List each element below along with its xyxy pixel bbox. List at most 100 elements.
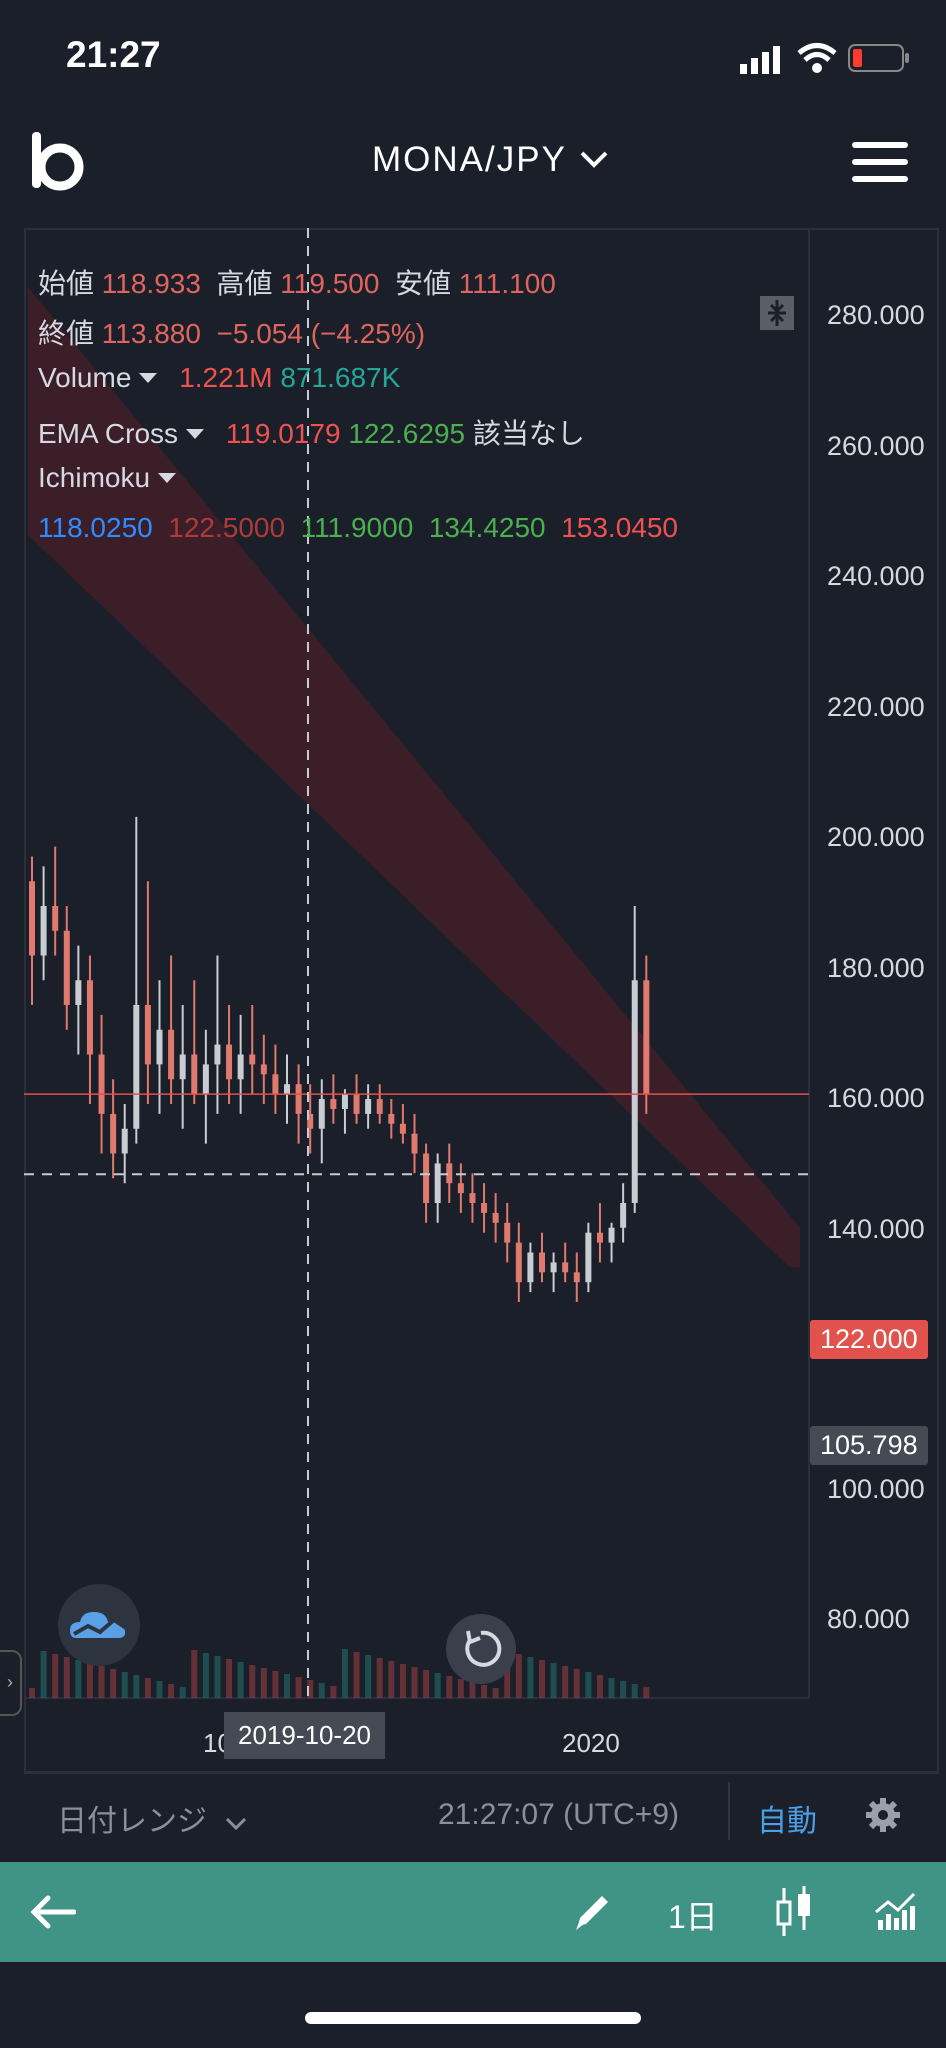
volume-bar xyxy=(388,1661,395,1698)
candle-body xyxy=(156,1029,163,1065)
candle-body xyxy=(457,1183,464,1194)
volume-bar xyxy=(52,1654,59,1698)
volume-bar xyxy=(295,1677,302,1698)
volume-bar xyxy=(353,1652,360,1698)
volume-bar xyxy=(446,1676,453,1698)
cloud-chart-icon[interactable] xyxy=(58,1584,140,1666)
volume-bar xyxy=(237,1662,244,1698)
candle-body xyxy=(86,980,93,1055)
ema-short-value: 119.0179 xyxy=(225,418,341,449)
candle-body xyxy=(550,1262,557,1273)
volume-bar xyxy=(63,1657,70,1698)
candle-body xyxy=(469,1193,476,1203)
volume-bar xyxy=(527,1657,534,1698)
volume-bar xyxy=(469,1682,476,1698)
volume-bar xyxy=(98,1666,105,1698)
candle-body xyxy=(562,1262,569,1273)
volume-bar xyxy=(515,1654,522,1698)
candlestick-icon[interactable] xyxy=(774,1884,814,1945)
candle-body xyxy=(481,1203,488,1213)
indicators-icon[interactable] xyxy=(874,1888,916,1937)
reset-icon[interactable] xyxy=(446,1614,516,1684)
pair-selector[interactable]: MONA/JPY xyxy=(372,140,609,180)
candle-body xyxy=(191,1054,198,1095)
legend-row-volume[interactable]: Volume 1.221M 871.687K xyxy=(38,362,400,394)
arrow-left-icon[interactable] xyxy=(28,1894,77,1935)
legend-row-ichimoku[interactable]: Ichimoku xyxy=(38,462,190,494)
candle-body xyxy=(539,1252,545,1273)
volume-bar xyxy=(585,1672,592,1698)
candle-body xyxy=(504,1222,511,1243)
x-tick: 2020 xyxy=(562,1728,620,1758)
auto-scale-button[interactable]: 自動 xyxy=(757,1805,817,1838)
volume-bar xyxy=(272,1671,279,1698)
current-price-label: 122.000 xyxy=(810,1320,928,1359)
volume-bar xyxy=(86,1663,93,1698)
candle-body xyxy=(492,1212,499,1223)
candle-body xyxy=(40,906,47,956)
ichimoku-span-a-value: 134.4250 xyxy=(428,512,546,543)
legend-row-close: 終値 113.880 −5.054 (−4.25%) xyxy=(38,312,425,352)
volume-bar xyxy=(423,1670,430,1698)
collapse-arrows-icon[interactable] xyxy=(760,296,794,330)
y-tick: 140.000 xyxy=(827,1214,925,1244)
candle-body xyxy=(527,1252,534,1283)
price-chart[interactable] xyxy=(24,228,939,1773)
ichimoku-base-value: 122.5000 xyxy=(168,512,286,543)
candle-body xyxy=(29,881,35,956)
wifi-icon xyxy=(797,42,837,79)
battery-icon xyxy=(848,44,910,77)
candle-body xyxy=(52,906,59,931)
date-range-selector[interactable]: 日付レンジ xyxy=(57,1796,247,1840)
candle-body xyxy=(596,1232,603,1243)
candle-body xyxy=(631,980,638,1203)
date-range-label: 日付レンジ xyxy=(57,1805,207,1838)
volume-bar xyxy=(260,1668,267,1698)
chart-frame xyxy=(24,228,939,1773)
volume-bar xyxy=(307,1680,314,1698)
ema-cross-value: 該当なし xyxy=(472,418,585,449)
divider xyxy=(728,1782,730,1840)
hamburger-menu-icon[interactable] xyxy=(852,142,908,186)
volume-bar xyxy=(376,1658,383,1698)
interval-button[interactable]: 1日 xyxy=(668,1899,718,1935)
y-tick: 240.000 xyxy=(827,561,925,591)
candle-body xyxy=(179,1054,186,1080)
legend-row-ichimoku-values: 118.0250 122.5000 111.9000 134.4250 153.… xyxy=(38,512,678,544)
y-tick: 260.000 xyxy=(827,431,925,461)
pair-label: MONA/JPY xyxy=(372,140,567,179)
bottom-toolbar: 1日 xyxy=(0,1862,946,1962)
candle-body xyxy=(295,1084,302,1114)
legend-row-ohlc: 始値 118.933 高値 119.500 安値 111.100 xyxy=(38,262,556,302)
y-tick: 200.000 xyxy=(827,822,925,852)
caret-down-icon xyxy=(186,428,205,439)
candle-body xyxy=(98,1054,105,1114)
open-label: 始値 xyxy=(38,268,95,299)
candle-body xyxy=(399,1123,406,1134)
status-time: 21:27 xyxy=(66,34,161,75)
volume-bar xyxy=(481,1685,488,1698)
candle-body xyxy=(284,1084,290,1095)
candle-body xyxy=(226,1044,233,1080)
volume-bar xyxy=(318,1683,325,1698)
volume-bar xyxy=(75,1660,82,1698)
caret-down-icon xyxy=(139,372,158,383)
y-tick: 80.000 xyxy=(827,1604,910,1634)
legend-row-ema[interactable]: EMA Cross 119.0179 122.6295 該当なし xyxy=(38,412,585,452)
bitbank-logo-icon[interactable] xyxy=(30,130,88,192)
gear-icon[interactable] xyxy=(864,1796,902,1839)
candle-body xyxy=(585,1232,592,1283)
crosshair-date-label: 2019-10-20 xyxy=(224,1712,385,1759)
volume-bar xyxy=(144,1678,151,1698)
candle-body xyxy=(202,1064,209,1095)
chevron-down-icon xyxy=(226,1817,247,1831)
candle-body xyxy=(237,1054,244,1080)
panel-expand-handle[interactable]: › xyxy=(0,1650,22,1716)
y-tick: 160.000 xyxy=(827,1083,925,1113)
candle-body xyxy=(376,1099,383,1114)
y-tick: 180.000 xyxy=(827,953,925,983)
volume-bar xyxy=(411,1667,418,1698)
volume-bar xyxy=(550,1663,557,1698)
pencil-icon[interactable] xyxy=(570,1890,614,1939)
y-tick: 100.000 xyxy=(827,1474,925,1504)
